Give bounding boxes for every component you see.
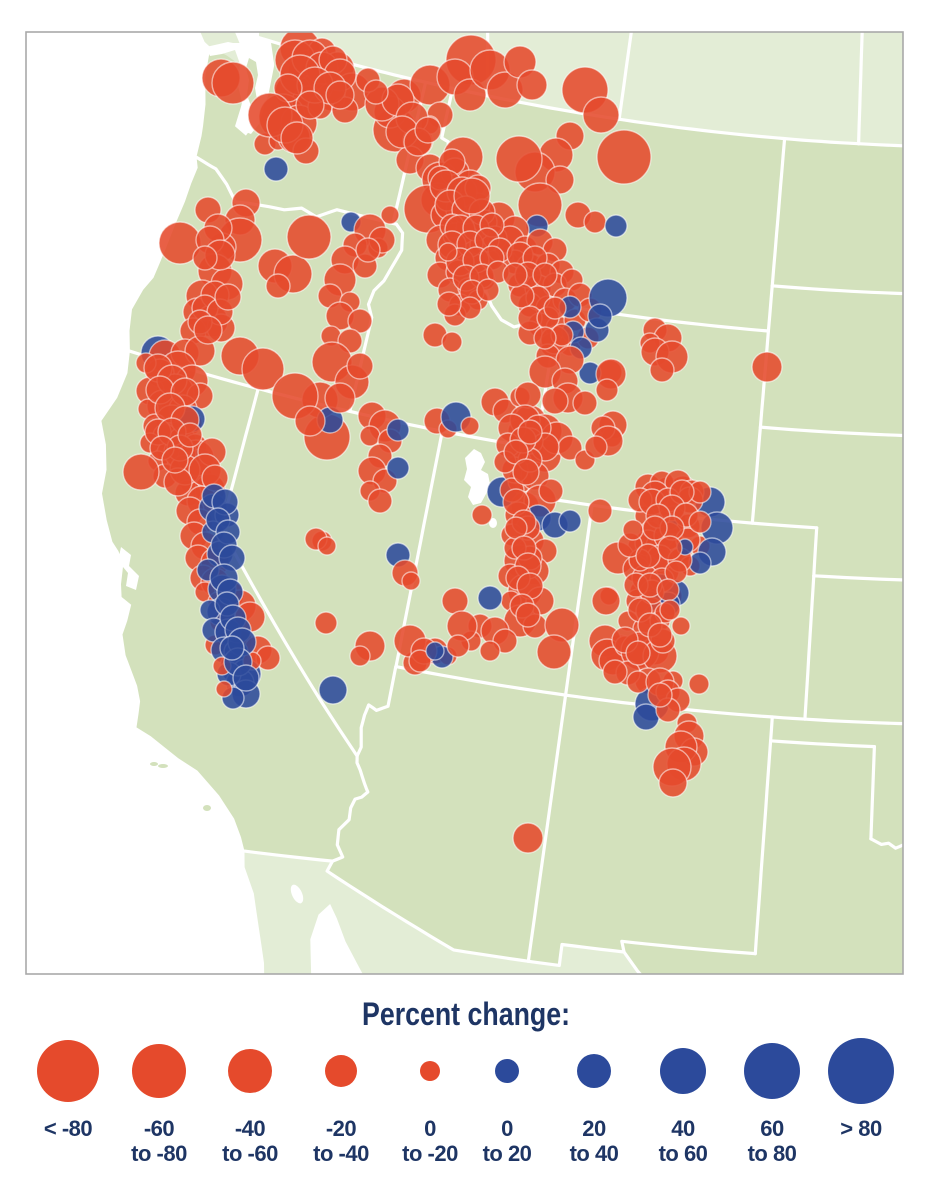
svg-text:to -60: to -60	[222, 1141, 278, 1166]
svg-text:to 20: to 20	[483, 1141, 532, 1166]
svg-text:40: 40	[671, 1116, 695, 1141]
svg-text:to 40: to 40	[570, 1141, 619, 1166]
svg-text:Percent change:: Percent change:	[362, 996, 570, 1032]
svg-text:-20: -20	[326, 1116, 357, 1141]
svg-text:20: 20	[582, 1116, 606, 1141]
svg-text:to -40: to -40	[313, 1141, 369, 1166]
svg-text:-60: -60	[144, 1116, 175, 1141]
svg-text:> 80: > 80	[840, 1116, 882, 1141]
svg-text:to 80: to 80	[748, 1141, 797, 1166]
svg-text:60: 60	[760, 1116, 784, 1141]
svg-text:to -80: to -80	[131, 1141, 187, 1166]
svg-text:to -20: to -20	[402, 1141, 458, 1166]
svg-text:0: 0	[424, 1116, 436, 1141]
svg-text:< -80: < -80	[44, 1116, 93, 1141]
svg-text:to 60: to 60	[659, 1141, 708, 1166]
svg-text:-40: -40	[235, 1116, 266, 1141]
svg-text:0: 0	[501, 1116, 513, 1141]
